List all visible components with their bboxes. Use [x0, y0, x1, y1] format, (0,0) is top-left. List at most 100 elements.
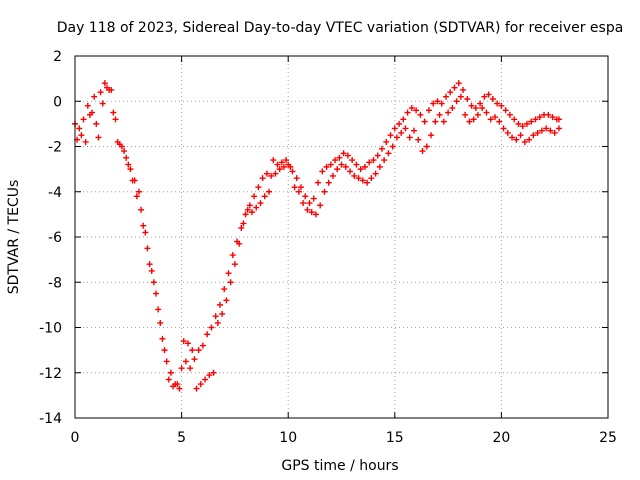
- data-point: [393, 134, 400, 141]
- data-points: [72, 80, 562, 392]
- data-point: [263, 170, 270, 177]
- data-point: [536, 114, 543, 121]
- data-point: [413, 107, 420, 114]
- data-point: [208, 324, 215, 331]
- y-tick-label: -14: [39, 411, 62, 427]
- data-point: [349, 157, 356, 164]
- data-point: [432, 118, 439, 125]
- data-point: [199, 342, 206, 349]
- data-point: [153, 290, 160, 297]
- data-point: [274, 161, 281, 168]
- data-point: [389, 143, 396, 150]
- data-point: [300, 200, 307, 207]
- data-point: [272, 170, 279, 177]
- data-point: [504, 129, 511, 136]
- data-point: [259, 175, 266, 182]
- data-point: [210, 369, 217, 376]
- data-point: [430, 100, 437, 107]
- data-point: [293, 175, 300, 182]
- data-point: [176, 385, 183, 392]
- data-point: [440, 118, 447, 125]
- x-tick-label: 10: [279, 430, 297, 446]
- data-point: [144, 245, 151, 252]
- data-point: [93, 120, 100, 127]
- data-point: [453, 98, 460, 105]
- data-point: [84, 102, 91, 109]
- data-point: [361, 163, 368, 170]
- data-point: [511, 116, 518, 123]
- data-point: [287, 163, 294, 170]
- data-point: [517, 132, 524, 139]
- data-point: [391, 125, 398, 132]
- data-point: [515, 120, 522, 127]
- data-point: [197, 381, 204, 388]
- data-point: [182, 358, 189, 365]
- data-point: [398, 129, 405, 136]
- data-point: [116, 141, 123, 148]
- data-point: [408, 105, 415, 112]
- data-point: [366, 159, 373, 166]
- data-point: [496, 118, 503, 125]
- data-point: [142, 229, 149, 236]
- data-point: [355, 175, 362, 182]
- y-tick-label: -10: [39, 321, 62, 337]
- data-point: [240, 220, 247, 227]
- data-point: [323, 163, 330, 170]
- data-point: [494, 100, 501, 107]
- data-point: [159, 335, 166, 342]
- data-point: [396, 120, 403, 127]
- data-point: [125, 161, 132, 168]
- data-point: [82, 138, 89, 145]
- data-point: [204, 331, 211, 338]
- data-point: [415, 136, 422, 143]
- data-point: [492, 114, 499, 121]
- data-point: [383, 138, 390, 145]
- data-point: [336, 154, 343, 161]
- data-point: [530, 132, 537, 139]
- data-point: [140, 222, 147, 229]
- data-point: [310, 195, 317, 202]
- data-point: [364, 179, 371, 186]
- data-point: [178, 365, 185, 372]
- data-point: [167, 369, 174, 376]
- data-point: [280, 163, 287, 170]
- data-point: [295, 188, 302, 195]
- data-point: [133, 193, 140, 200]
- data-point: [110, 109, 117, 116]
- data-point: [521, 138, 528, 145]
- data-point: [127, 166, 134, 173]
- data-point: [231, 261, 238, 268]
- data-point: [80, 116, 87, 123]
- x-tick-label: 5: [177, 430, 186, 446]
- data-point: [472, 105, 479, 112]
- x-tick-label: 25: [599, 430, 617, 446]
- data-point: [445, 109, 452, 116]
- data-point: [513, 136, 520, 143]
- axis-ticks: 0 5 10 15 20 25 -14 -12 -10 -8 -6 -4 -2 0 2: [39, 49, 617, 446]
- data-point: [474, 111, 481, 118]
- data-point: [506, 111, 513, 118]
- y-tick-label: 2: [53, 49, 62, 65]
- y-axis-label: SDTVAR / TECUs: [6, 180, 22, 295]
- data-point: [315, 179, 322, 186]
- data-point: [466, 118, 473, 125]
- data-point: [344, 152, 351, 159]
- data-point: [519, 123, 526, 130]
- data-point: [332, 157, 339, 164]
- data-point: [543, 125, 550, 132]
- y-tick-label: -12: [39, 366, 62, 382]
- data-point: [306, 200, 313, 207]
- chart-title: Day 118 of 2023, Sidereal Day-to-day VTE…: [57, 20, 624, 36]
- data-point: [95, 134, 102, 141]
- data-point: [523, 120, 530, 127]
- data-point: [498, 102, 505, 109]
- data-point: [487, 116, 494, 123]
- data-point: [334, 166, 341, 173]
- y-tick-label: -4: [48, 185, 62, 201]
- data-point: [370, 157, 377, 164]
- data-point: [129, 177, 136, 184]
- data-point: [379, 145, 386, 152]
- data-point: [191, 356, 198, 363]
- x-tick-label: 20: [492, 430, 510, 446]
- data-point: [425, 107, 432, 114]
